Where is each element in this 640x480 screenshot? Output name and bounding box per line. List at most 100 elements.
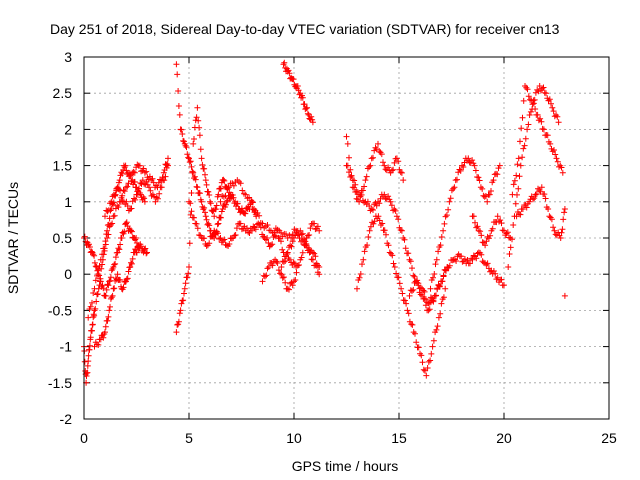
data-point bbox=[304, 232, 311, 239]
data-point bbox=[414, 277, 421, 284]
data-point bbox=[215, 191, 222, 198]
data-point bbox=[467, 260, 473, 267]
data-point bbox=[437, 242, 444, 249]
data-point bbox=[112, 260, 119, 267]
data-point bbox=[469, 256, 476, 263]
data-point bbox=[220, 237, 226, 244]
data-point bbox=[152, 198, 159, 205]
plot-frame bbox=[83, 56, 610, 420]
data-point bbox=[256, 212, 263, 219]
data-point bbox=[141, 169, 148, 176]
data-point bbox=[108, 198, 115, 205]
data-point bbox=[242, 191, 249, 198]
data-point bbox=[176, 310, 183, 317]
data-point bbox=[409, 265, 415, 272]
data-point bbox=[199, 161, 206, 168]
data-point bbox=[433, 256, 440, 263]
data-point bbox=[286, 70, 293, 77]
data-point bbox=[206, 222, 213, 229]
data-point bbox=[405, 310, 412, 317]
data-point bbox=[383, 231, 389, 238]
data-point bbox=[221, 236, 228, 243]
data-point bbox=[102, 241, 109, 248]
data-point bbox=[409, 287, 415, 294]
data-point bbox=[538, 118, 545, 125]
data-point bbox=[109, 292, 116, 299]
data-point bbox=[381, 191, 388, 198]
data-point bbox=[128, 227, 134, 234]
data-point bbox=[482, 242, 489, 249]
data-point bbox=[497, 217, 504, 224]
data-point bbox=[475, 174, 482, 181]
data-point bbox=[447, 195, 454, 202]
data-point bbox=[201, 165, 208, 172]
data-point bbox=[178, 126, 185, 133]
data-point bbox=[494, 171, 501, 178]
data-point bbox=[419, 359, 426, 366]
data-point bbox=[230, 182, 237, 189]
data-point bbox=[294, 232, 301, 239]
data-point bbox=[361, 183, 368, 190]
data-point bbox=[85, 358, 92, 365]
data-point bbox=[99, 261, 106, 268]
data-point bbox=[121, 228, 128, 235]
data-point bbox=[114, 271, 121, 278]
data-point bbox=[479, 185, 486, 192]
data-point bbox=[135, 245, 142, 252]
data-point bbox=[395, 158, 402, 165]
data-point bbox=[352, 181, 359, 188]
data-point bbox=[194, 225, 201, 232]
grid bbox=[84, 57, 609, 419]
data-point bbox=[501, 282, 507, 289]
data-point bbox=[106, 215, 113, 222]
data-point bbox=[262, 273, 268, 280]
data-point bbox=[388, 167, 395, 174]
data-point bbox=[553, 155, 560, 162]
data-point bbox=[526, 112, 533, 118]
data-point bbox=[286, 256, 293, 263]
data-point bbox=[307, 225, 314, 232]
data-point bbox=[532, 191, 539, 198]
data-point bbox=[371, 218, 378, 225]
data-point bbox=[284, 249, 291, 256]
data-point bbox=[181, 290, 187, 297]
x-tick-label: 25 bbox=[601, 430, 617, 446]
data-point bbox=[422, 367, 428, 374]
data-point bbox=[409, 321, 416, 328]
data-point bbox=[149, 175, 156, 182]
data-point bbox=[182, 280, 189, 287]
data-point bbox=[143, 168, 150, 175]
data-point bbox=[299, 230, 306, 237]
data-point bbox=[109, 220, 116, 227]
data-point bbox=[375, 213, 382, 220]
data-point bbox=[417, 291, 424, 298]
data-point bbox=[201, 204, 208, 211]
data-point bbox=[90, 251, 97, 258]
data-point bbox=[484, 198, 491, 205]
data-point bbox=[142, 245, 149, 252]
data-point bbox=[551, 147, 557, 153]
data-point bbox=[140, 165, 147, 172]
data-point bbox=[549, 104, 556, 111]
data-point bbox=[293, 269, 300, 276]
data-point bbox=[264, 235, 271, 241]
data-point bbox=[203, 181, 210, 188]
data-point bbox=[282, 258, 289, 264]
data-point bbox=[187, 200, 194, 207]
data-point bbox=[472, 167, 479, 174]
data-point bbox=[95, 271, 102, 278]
data-point bbox=[370, 207, 376, 213]
data-point bbox=[511, 177, 518, 184]
data-point bbox=[351, 177, 358, 184]
data-point bbox=[123, 198, 130, 205]
y-tick-label: 3 bbox=[64, 49, 72, 65]
data-point bbox=[242, 210, 249, 217]
data-point bbox=[551, 227, 558, 234]
data-point bbox=[140, 194, 147, 200]
data-point bbox=[289, 231, 296, 238]
data-point bbox=[481, 193, 488, 200]
data-point bbox=[487, 232, 494, 239]
data-point bbox=[534, 111, 541, 118]
data-point bbox=[106, 307, 113, 314]
